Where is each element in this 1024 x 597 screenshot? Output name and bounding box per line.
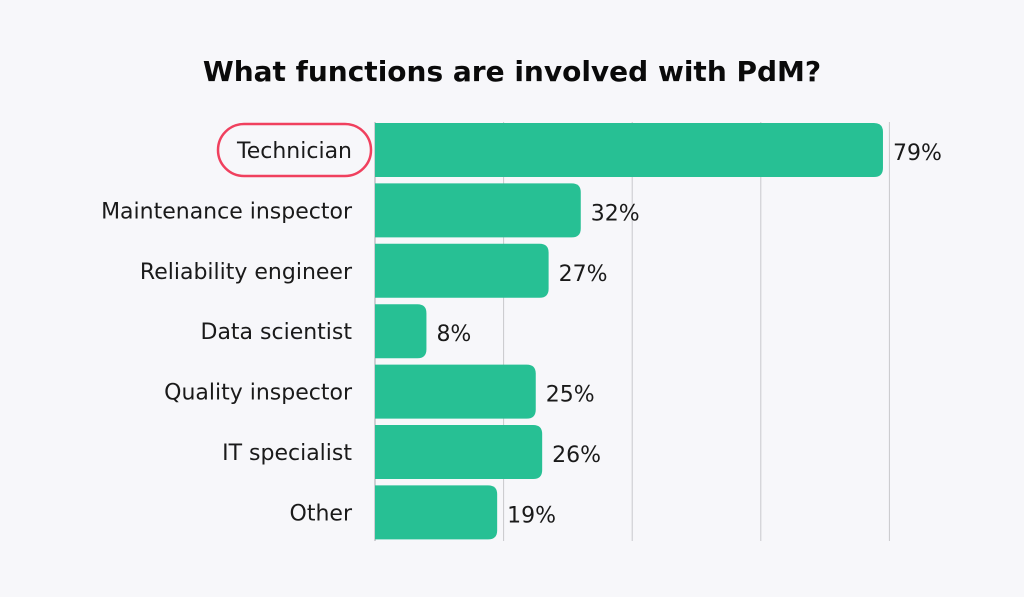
- category-labels: Technician Maintenance inspector Reliabili…: [101, 122, 373, 526]
- highlight-outline: [216, 122, 373, 178]
- value-label: 26%: [552, 443, 601, 468]
- bar-it-specialist: [375, 425, 543, 479]
- bar-maintenance-inspector: [375, 183, 581, 238]
- chart-title: What functions are involved with PdM?: [202, 55, 822, 88]
- value-labels: 79% 32% 27% 8% 25% 26% 19%: [436, 141, 941, 528]
- value-label: 79%: [893, 141, 942, 166]
- category-label: Data scientist: [201, 320, 353, 345]
- bar-quality-inspector: [375, 364, 536, 419]
- bar-data-scientist: [375, 304, 427, 359]
- category-label: Reliability engineer: [140, 260, 353, 285]
- category-label: Technician: [236, 139, 352, 164]
- category-label: Maintenance inspector: [101, 199, 353, 224]
- bar-technician: [375, 123, 883, 177]
- value-label: 32%: [591, 201, 640, 226]
- bar-reliability-engineer: [375, 243, 549, 298]
- category-label: Quality inspector: [164, 381, 353, 406]
- value-label: 8%: [436, 322, 471, 347]
- value-label: 19%: [507, 503, 556, 528]
- category-label: IT specialist: [222, 441, 352, 466]
- value-label: 27%: [559, 262, 608, 287]
- value-label: 25%: [546, 383, 595, 408]
- category-label: Other: [290, 501, 353, 526]
- bars: [375, 123, 883, 540]
- bar-other: [375, 485, 498, 540]
